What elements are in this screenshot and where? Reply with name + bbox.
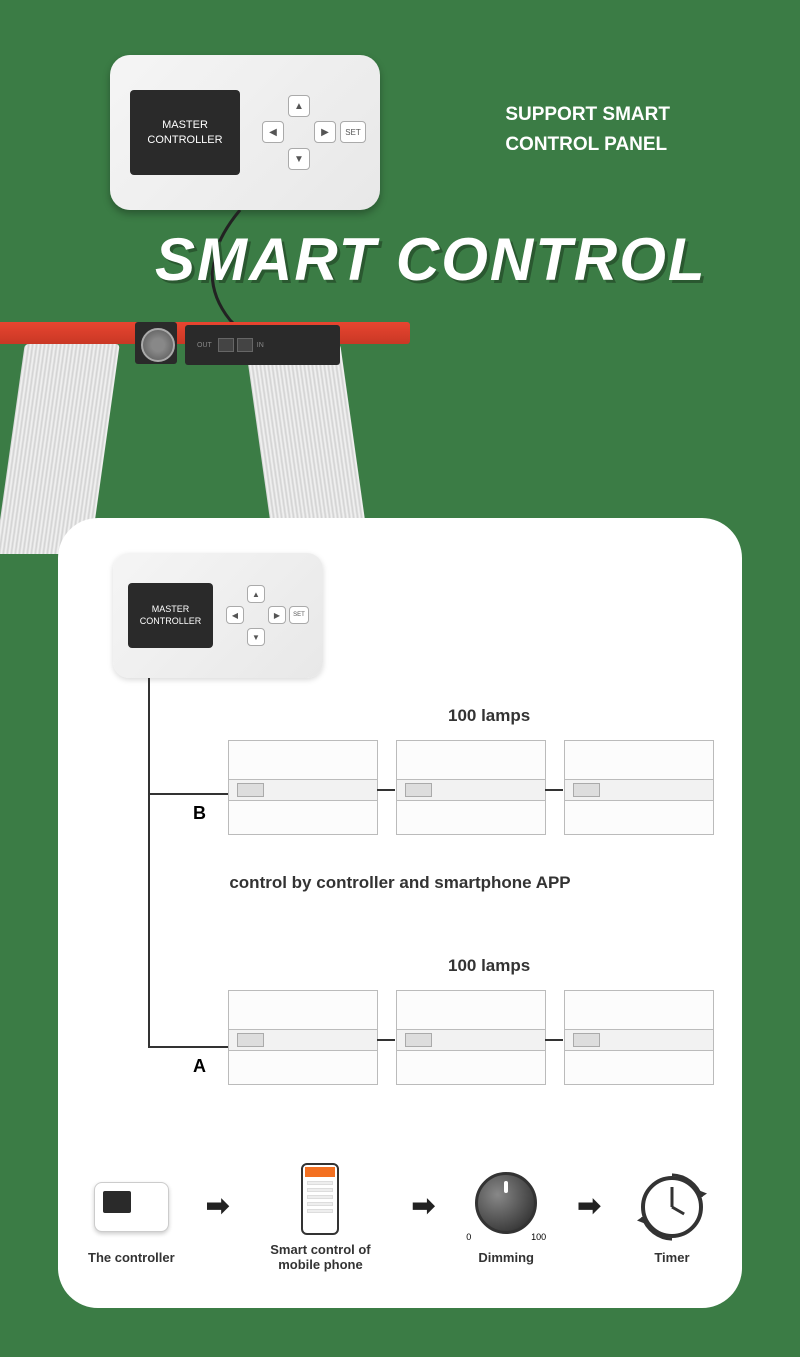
wire-vertical [148,678,150,1048]
lamps-count-a: 100 lamps [448,956,530,976]
control-panel: OUT IN [185,325,340,365]
rj-ports [218,338,253,352]
port-icon [237,338,253,352]
arrow-down-icon: ▼ [288,148,310,170]
screen-label: MASTER CONTROLLER [147,118,222,147]
channel-a-label: A [193,1056,206,1077]
phone-icon [280,1164,360,1234]
screen-label: MASTER CONTROLLER [140,604,202,627]
feature-label: Smart control of mobile phone [260,1242,380,1273]
feature-timer: Timer [632,1172,712,1266]
arrow-left-icon: ◀ [262,121,284,143]
set-button: SET [289,606,309,624]
feature-controller: The controller [88,1172,175,1266]
controller-screen: MASTER CONTROLLER [130,90,240,175]
lamp-icon [564,740,714,835]
lamp-icon [228,990,378,1085]
arrow-right-icon: ➡ [412,1189,435,1222]
lamp-row-a [228,990,714,1085]
subtitle-line1: SUPPORT SMART [505,100,670,130]
wire-branch-b [148,793,228,795]
arrow-right-icon: ▶ [268,606,286,624]
dim-min: 0 [466,1232,471,1242]
lamp-row-b [228,740,714,835]
master-controller-device: MASTER CONTROLLER ▲ ◀ ▶ ▼ SET [110,55,380,210]
light-fixture [0,344,400,544]
dimmer-icon: 0 100 [466,1172,546,1242]
dim-max: 100 [531,1232,546,1242]
wire-branch-a [148,1046,228,1048]
clock-icon [632,1172,712,1242]
diagram-caption: control by controller and smartphone APP [58,873,742,893]
controller-buttons-small: ▲ ◀ ▶ ▼ SET [225,583,305,648]
feature-label: Timer [654,1250,689,1266]
lamp-icon [396,990,546,1085]
feature-phone: Smart control of mobile phone [260,1164,380,1273]
feature-label: The controller [88,1250,175,1266]
lamp-icon [228,740,378,835]
feature-label: Dimming [478,1250,534,1266]
arrow-right-icon: ➡ [577,1189,600,1222]
set-button: SET [340,121,366,143]
out-label: OUT [197,342,212,349]
lamp-icon [396,740,546,835]
arrow-down-icon: ▼ [247,628,265,646]
dimmer-knob-icon [135,322,177,364]
subtitle: SUPPORT SMART CONTROL PANEL [505,100,670,161]
arrow-left-icon: ◀ [226,606,244,624]
feature-dimming: 0 100 Dimming [466,1172,546,1266]
in-label: IN [257,342,264,349]
controller-buttons: ▲ ◀ ▶ ▼ SET [260,90,360,175]
port-icon [218,338,234,352]
diagram-card: MASTER CONTROLLER ▲ ◀ ▶ ▼ SET B A 100 la… [58,518,742,1308]
arrow-up-icon: ▲ [288,95,310,117]
arrow-right-icon: ▶ [314,121,336,143]
main-title: SMART CONTROL [155,225,707,294]
lamps-count-b: 100 lamps [448,706,530,726]
channel-b-label: B [193,803,206,824]
lamp-icon [564,990,714,1085]
controller-screen-small: MASTER CONTROLLER [128,583,213,648]
subtitle-line2: CONTROL PANEL [505,130,670,160]
master-controller-small: MASTER CONTROLLER ▲ ◀ ▶ ▼ SET [113,553,323,678]
arrow-up-icon: ▲ [247,585,265,603]
feature-row: The controller ➡ Smart control of mobile… [88,1164,712,1273]
arrow-right-icon: ➡ [206,1189,229,1222]
controller-icon [91,1172,171,1242]
